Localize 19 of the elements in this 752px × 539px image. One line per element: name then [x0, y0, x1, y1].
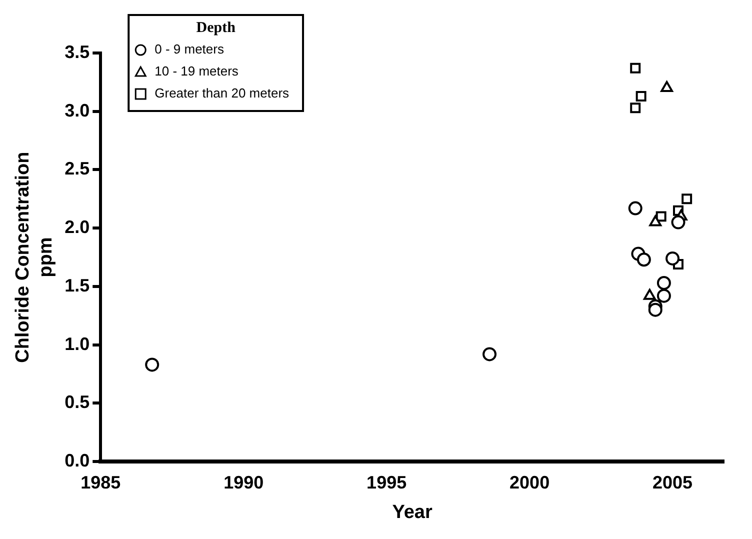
y-tick-label: 0.0: [64, 450, 90, 471]
y-tick-label: 0.5: [64, 392, 90, 412]
y-axis-title: Chloride Concentration ppm: [12, 152, 56, 363]
x-tick-label: 2000: [510, 472, 550, 492]
y-tick-label: 3.5: [64, 42, 90, 62]
legend-label: 0 - 9 meters: [154, 42, 224, 57]
y-tick-label: 1.0: [64, 334, 90, 354]
x-tick-label: 1990: [224, 472, 264, 492]
legend-label: 10 - 19 meters: [154, 64, 239, 79]
x-tick-label: 1985: [80, 472, 121, 492]
legend-title: Depth: [196, 20, 236, 36]
y-tick-label: 2.5: [64, 158, 90, 179]
x-tick-label: 2005: [652, 472, 693, 492]
y-tick-label: 3.0: [64, 100, 90, 120]
x-axis-title: Year: [392, 502, 433, 523]
y-tick-label: 1.5: [64, 275, 90, 296]
legend-label: Greater than 20 meters: [154, 86, 290, 101]
y-tick-label: 2.0: [64, 217, 90, 238]
x-tick-label: 1995: [366, 472, 407, 492]
